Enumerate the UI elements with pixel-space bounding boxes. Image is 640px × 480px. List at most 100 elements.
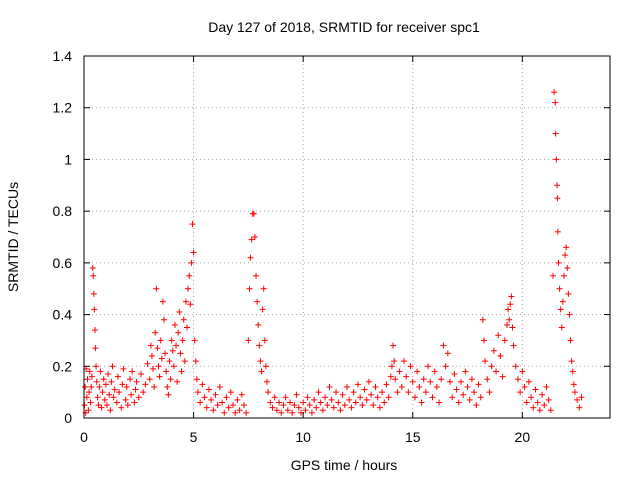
- data-point: [255, 321, 262, 328]
- data-point: [552, 99, 559, 106]
- y-tick-label: 0.6: [53, 255, 73, 271]
- data-point: [379, 389, 386, 396]
- data-point: [563, 244, 570, 251]
- data-point: [114, 373, 121, 380]
- data-point: [403, 373, 410, 380]
- data-point: [243, 409, 250, 416]
- data-point: [267, 399, 274, 406]
- data-point: [223, 394, 230, 401]
- data-point: [508, 293, 515, 300]
- data-point: [337, 407, 344, 414]
- data-point: [253, 272, 260, 279]
- data-point: [521, 383, 528, 390]
- data-point: [475, 381, 482, 388]
- data-point: [251, 234, 258, 240]
- data-point: [466, 396, 473, 403]
- data-point: [123, 383, 130, 390]
- data-point: [357, 394, 364, 401]
- data-point: [568, 358, 575, 365]
- data-point: [106, 391, 113, 398]
- data-point: [175, 329, 182, 336]
- data-point: [550, 272, 557, 279]
- data-point: [525, 378, 532, 385]
- grid-lines: [84, 56, 610, 418]
- data-point: [348, 404, 355, 411]
- data-point: [129, 368, 136, 375]
- data-point: [113, 399, 120, 406]
- data-point: [553, 182, 560, 189]
- data-point: [216, 383, 223, 390]
- data-point: [497, 352, 504, 359]
- data-point: [462, 368, 469, 375]
- data-point: [392, 376, 399, 383]
- data-point: [326, 383, 333, 390]
- data-point: [374, 394, 381, 401]
- x-axis-label: GPS time / hours: [291, 457, 398, 473]
- data-point: [302, 407, 309, 414]
- data-point: [156, 373, 163, 380]
- data-point: [83, 394, 90, 401]
- data-point: [86, 389, 93, 396]
- data-point: [545, 396, 552, 403]
- y-tick-label: 1.4: [53, 48, 73, 64]
- data-point: [140, 389, 147, 396]
- data-point: [133, 378, 140, 385]
- data-point: [84, 376, 91, 383]
- data-point: [197, 399, 204, 406]
- data-point: [308, 409, 315, 416]
- data-point: [317, 399, 324, 406]
- data-point: [107, 407, 114, 414]
- x-tick-label: 10: [295, 429, 311, 445]
- data-point: [287, 399, 294, 406]
- data-point: [96, 383, 103, 390]
- data-point: [519, 368, 526, 375]
- y-tick-label: 1.2: [53, 100, 73, 116]
- data-point: [416, 383, 423, 390]
- data-point: [192, 358, 199, 365]
- data-point: [101, 396, 108, 403]
- x-tick-label: 5: [190, 429, 198, 445]
- data-point: [479, 316, 486, 323]
- data-point: [556, 285, 563, 292]
- data-point: [212, 391, 219, 398]
- data-point: [564, 265, 571, 272]
- data-point: [214, 402, 221, 409]
- data-point: [154, 345, 161, 352]
- data-point: [381, 399, 388, 406]
- data-point: [85, 407, 92, 414]
- data-point: [221, 409, 228, 416]
- data-point: [151, 383, 158, 390]
- data-point: [486, 389, 493, 396]
- y-tick-label: 0.2: [53, 358, 73, 374]
- data-point: [440, 342, 447, 349]
- data-point: [387, 373, 394, 380]
- data-point: [173, 342, 180, 349]
- data-point: [108, 378, 115, 385]
- data-point: [420, 376, 427, 383]
- data-point: [576, 404, 583, 411]
- y-tick-label: 0.4: [53, 307, 73, 323]
- data-point: [293, 391, 300, 398]
- data-point: [94, 394, 101, 401]
- y-tick-label: 1: [64, 151, 72, 167]
- data-point: [167, 376, 174, 383]
- data-point: [93, 378, 100, 385]
- data-point: [499, 373, 506, 380]
- data-point: [99, 389, 106, 396]
- data-point: [390, 342, 397, 349]
- data-point: [276, 399, 283, 406]
- data-point: [565, 290, 572, 297]
- data-point: [185, 285, 192, 292]
- data-point: [265, 389, 272, 396]
- data-point: [177, 350, 184, 357]
- data-point: [93, 363, 100, 370]
- data-point: [411, 394, 418, 401]
- data-point: [160, 316, 167, 323]
- data-point: [258, 368, 265, 375]
- data-point: [178, 368, 185, 375]
- data-point: [127, 376, 134, 383]
- data-point: [376, 404, 383, 411]
- data-point: [262, 363, 269, 370]
- data-point: [551, 89, 558, 96]
- data-point: [449, 394, 456, 401]
